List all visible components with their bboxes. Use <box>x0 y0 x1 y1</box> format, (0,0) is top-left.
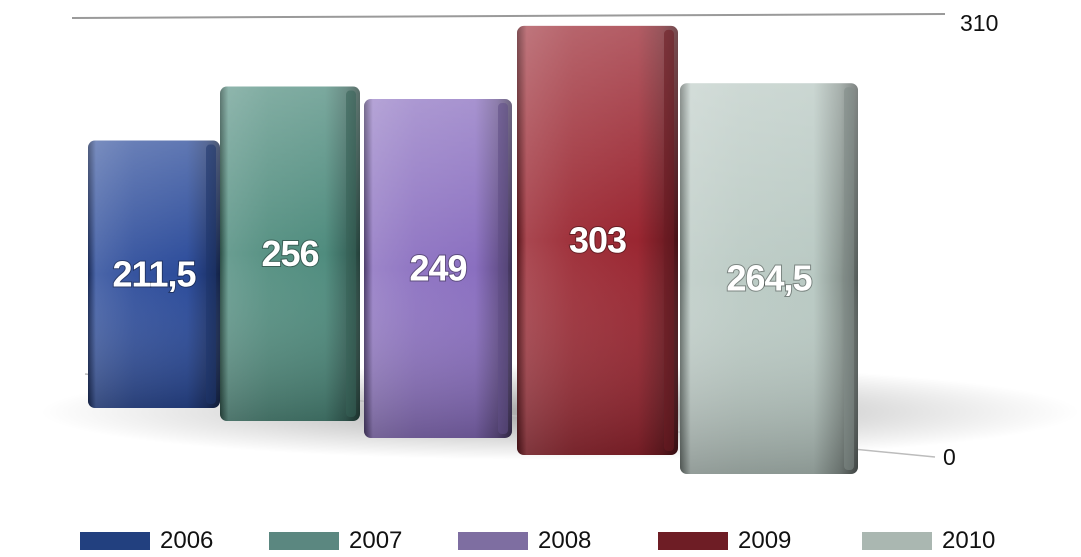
legend-swatch-2010 <box>862 532 932 550</box>
bar-shine-2009 <box>517 25 678 455</box>
legend-swatch-2009 <box>658 532 728 550</box>
legend-label-2007: 2007 <box>349 527 403 554</box>
bar-edge-2010 <box>844 87 854 470</box>
bar-edge-2007 <box>346 90 356 417</box>
legend-item-2010: 2010 <box>862 525 995 557</box>
legend-swatch-2008 <box>458 532 528 550</box>
value-label-2010: 264,5 <box>726 258 812 299</box>
value-label-2006: 211,5 <box>112 253 196 294</box>
axis-tick-label-top: 310 <box>960 10 998 36</box>
value-label-2008: 249 <box>409 248 466 289</box>
bar-edge-2006 <box>206 144 216 404</box>
legend-swatch-2006 <box>80 532 150 550</box>
legend-label-2006: 2006 <box>160 527 214 554</box>
legend-swatch-2007 <box>269 532 339 550</box>
bar-shine-2010 <box>680 83 858 474</box>
bars-group: 211,5 256 249 303 264,5 <box>88 25 858 474</box>
legend-label-2009: 2009 <box>738 527 792 554</box>
legend-item-2008: 2008 <box>458 525 591 557</box>
axis-tick-label-bottom: 0 <box>943 444 956 470</box>
legend-item-2009: 2009 <box>658 525 791 557</box>
bar-shine-2007 <box>220 86 360 421</box>
value-label-2007: 256 <box>261 233 318 274</box>
legend: 2006 2007 2008 2009 2010 <box>0 525 1081 557</box>
bar-edge-2008 <box>498 103 508 435</box>
bar-shine-2008 <box>364 99 512 439</box>
legend-item-2007: 2007 <box>269 525 402 557</box>
bar-edge-2009 <box>664 29 674 451</box>
value-label-2009: 303 <box>569 219 626 260</box>
legend-label-2010: 2010 <box>942 527 996 554</box>
legend-item-2006: 2006 <box>80 525 213 557</box>
bar-shine-2006 <box>88 140 220 408</box>
legend-label-2008: 2008 <box>538 527 592 554</box>
max-gridline <box>71 13 946 19</box>
